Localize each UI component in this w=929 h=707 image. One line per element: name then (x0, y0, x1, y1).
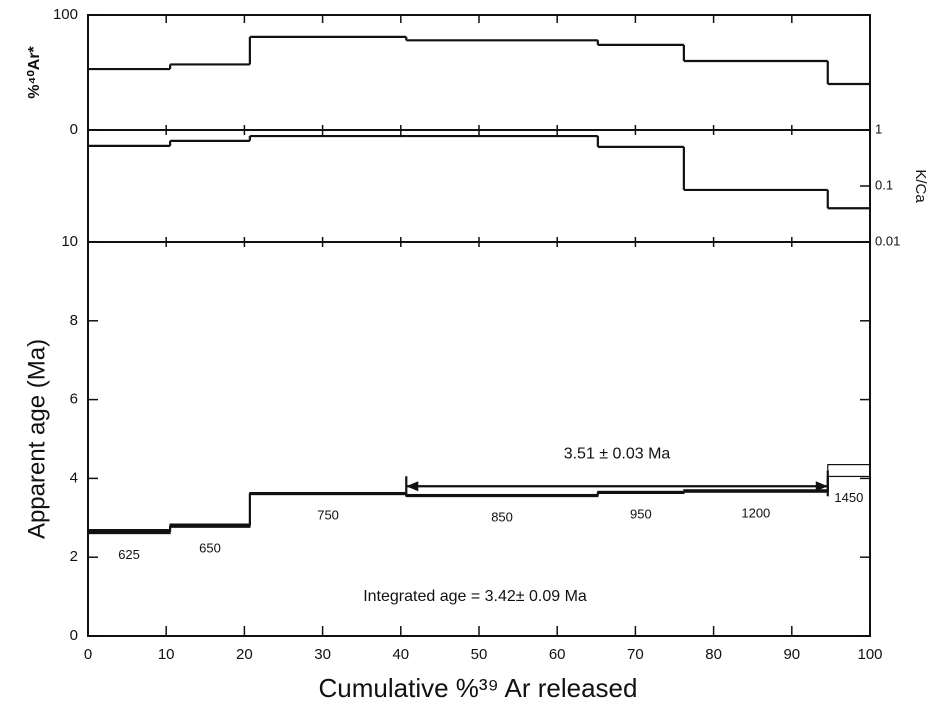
x-tick-label: 90 (783, 646, 800, 663)
x-axis-label: Cumulative %³⁹ Ar released (319, 673, 638, 703)
age-box (597, 490, 685, 495)
x-tick-label: 10 (158, 646, 175, 663)
y-axis-label: K/Ca (912, 169, 929, 203)
y-tick-label: 1 (875, 121, 882, 136)
temperature-label: 1450 (834, 490, 863, 505)
integrated-age: Integrated age = 3.42± 0.09 Ma (363, 588, 587, 605)
y-tick-label: 4 (70, 469, 78, 486)
panel-frame (87, 129, 871, 243)
x-tick-label: 0 (84, 646, 92, 663)
x-tick-label: 40 (392, 646, 409, 663)
y-axis-label: %⁴⁰Ar* (26, 45, 43, 98)
panel-frame (87, 241, 871, 637)
x-tick-label: 100 (857, 646, 882, 663)
panel-frame (87, 14, 871, 131)
age-box (249, 491, 407, 496)
age-box (87, 529, 171, 535)
y-tick-label: 10 (61, 233, 78, 250)
age-box (683, 489, 829, 493)
x-tick-label: 60 (549, 646, 566, 663)
y-axis-label: Apparent age (Ma) (23, 339, 50, 539)
x-tick-label: 30 (314, 646, 331, 663)
temperature-label: 625 (118, 547, 140, 562)
y-tick-label: 0.1 (875, 177, 893, 192)
y-tick-label: 100 (53, 6, 78, 23)
y-tick-label: 2 (70, 548, 78, 565)
x-tick-label: 70 (627, 646, 644, 663)
plateau-label: 3.51 ± 0.03 Ma (564, 445, 671, 462)
temperature-label: 850 (491, 510, 513, 525)
age-box (169, 523, 251, 528)
temperature-label: 650 (199, 541, 221, 556)
y-tick-label: 0 (70, 121, 78, 138)
y-tick-label: 8 (70, 312, 78, 329)
age-box (405, 493, 599, 498)
x-tick-label: 20 (236, 646, 253, 663)
x-tick-label: 80 (705, 646, 722, 663)
y-tick-label: 6 (70, 391, 78, 408)
y-tick-label: 0 (70, 627, 78, 644)
y-tick-label: 0.01 (875, 233, 900, 248)
temperature-label: 1200 (741, 506, 770, 521)
age-box (827, 464, 871, 478)
temperature-label: 750 (317, 508, 339, 523)
temperature-label: 950 (630, 506, 652, 521)
x-tick-label: 50 (471, 646, 488, 663)
